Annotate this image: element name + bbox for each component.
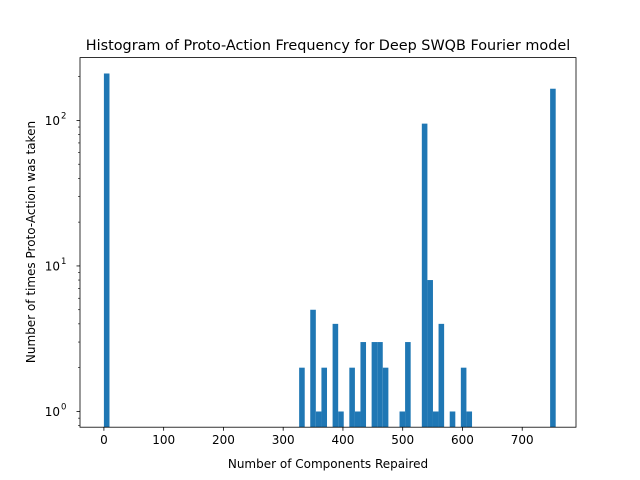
histogram-bar-4 xyxy=(321,367,328,428)
y-tick-exponent: 0 xyxy=(61,402,66,412)
y-tick-exponent: 2 xyxy=(61,111,66,121)
histogram-bar-9 xyxy=(360,342,367,428)
histogram-bar-16 xyxy=(427,280,433,428)
histogram-bar-18 xyxy=(438,323,445,428)
y-tick-exponent: 1 xyxy=(61,257,66,267)
histogram-bar-1 xyxy=(299,367,305,428)
chart-title: Histogram of Proto-Action Frequency for … xyxy=(86,38,570,54)
histogram-bar-21 xyxy=(466,411,473,428)
plot-frame xyxy=(79,57,577,428)
histogram-bar-15 xyxy=(421,123,428,428)
histogram-bar-17 xyxy=(433,411,439,428)
x-axis-ticks: 0 100 200 300 400 500 600 700 xyxy=(100,427,534,447)
histogram-bar-10 xyxy=(371,342,378,428)
histogram-bar-5 xyxy=(332,323,339,428)
histogram-bar-13 xyxy=(399,411,406,428)
x-tick-label: 600 xyxy=(451,433,474,447)
x-tick-label: 0 xyxy=(100,433,108,447)
x-tick-label: 500 xyxy=(391,433,414,447)
x-tick-label: 700 xyxy=(511,433,534,447)
y-tick-label: 10 xyxy=(45,114,60,128)
x-tick-label: 200 xyxy=(212,433,235,447)
histogram-bar-14 xyxy=(405,342,411,428)
x-tick-label: 300 xyxy=(272,433,295,447)
histogram-bar-3 xyxy=(315,411,322,428)
bars-group xyxy=(103,73,556,428)
histogram-bar-0 xyxy=(103,73,110,428)
x-tick-label: 400 xyxy=(331,433,354,447)
histogram-bar-11 xyxy=(377,342,383,428)
histogram-bar-7 xyxy=(349,367,355,428)
y-tick-label: 10 xyxy=(45,405,60,419)
x-axis-label: Number of Components Repaired xyxy=(228,457,428,471)
x-tick-label: 100 xyxy=(152,433,175,447)
histogram-bar-20 xyxy=(460,367,467,428)
histogram-bar-8 xyxy=(354,411,361,428)
histogram-bar-6 xyxy=(338,411,344,428)
histogram-bar-2 xyxy=(310,309,316,428)
y-tick-label: 10 xyxy=(45,259,60,273)
histogram-bar-12 xyxy=(382,367,389,428)
histogram-bar-19 xyxy=(449,411,456,428)
y-axis-label: Number of times Proto-Action was taken xyxy=(24,121,38,363)
histogram-bar-22 xyxy=(550,88,556,428)
